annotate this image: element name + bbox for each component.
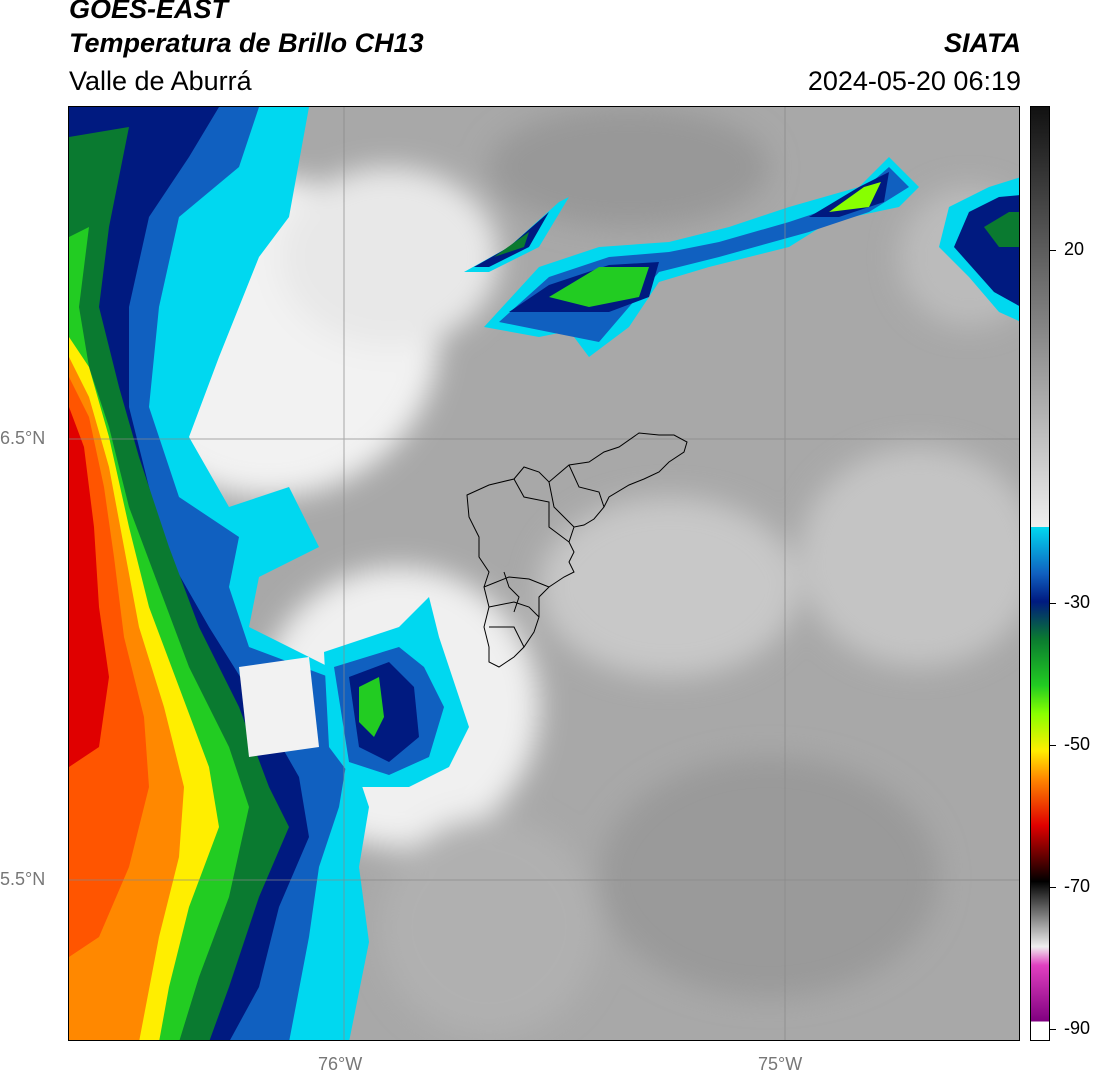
colorbar-tick bbox=[1050, 1029, 1056, 1030]
colorbar-label-minus50: -50 bbox=[1064, 734, 1091, 754]
colorbar-tick bbox=[1050, 887, 1056, 888]
graticule bbox=[69, 107, 1019, 1040]
northern-cloud-bands bbox=[464, 157, 1019, 357]
lon-label-75w: 75°W bbox=[758, 1054, 803, 1074]
satellite-map[interactable] bbox=[68, 106, 1020, 1041]
colorbar-tick bbox=[1050, 603, 1056, 604]
brightness-temperature-field bbox=[69, 107, 1019, 1040]
lat-label-5.5: 5.5°N bbox=[0, 869, 46, 889]
temperature-colorbar bbox=[1030, 106, 1050, 1041]
municipality-boundaries bbox=[466, 432, 688, 668]
colorbar-label-20: 20 bbox=[1064, 239, 1085, 259]
colorbar-tick bbox=[1050, 745, 1056, 746]
organization-label: SIATA bbox=[944, 28, 1021, 58]
product-title: Temperatura de Brillo CH13 bbox=[69, 28, 424, 58]
lon-label-76w: 76°W bbox=[318, 1054, 363, 1074]
western-cloud-mass bbox=[69, 107, 369, 1040]
lat-label-6.5: 6.5°N bbox=[0, 428, 46, 448]
region-label: Valle de Aburrá bbox=[69, 66, 252, 96]
satellite-title: GOES-EAST bbox=[69, 0, 229, 24]
colorbar-tick bbox=[1050, 250, 1056, 251]
timestamp-label: 2024-05-20 06:19 bbox=[807, 66, 1021, 96]
colorbar-label-minus90: -90 bbox=[1064, 1018, 1091, 1038]
colorbar-label-minus70: -70 bbox=[1064, 876, 1091, 896]
central-cloud-blob bbox=[239, 597, 469, 787]
colorbar-label-minus30: -30 bbox=[1064, 592, 1091, 612]
